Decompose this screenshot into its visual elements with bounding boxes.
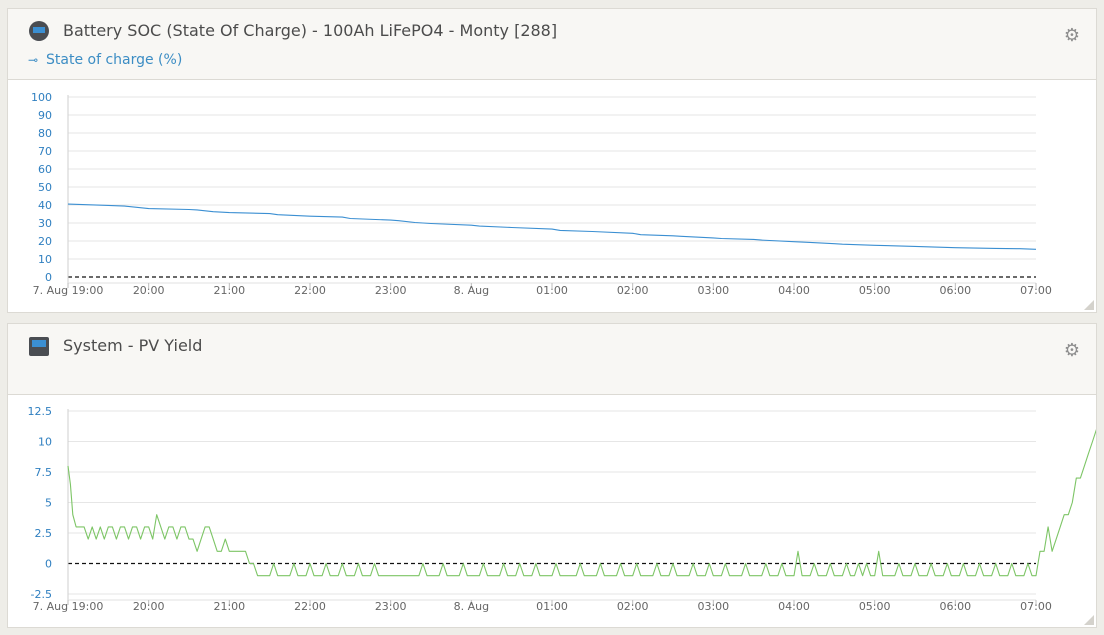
battery-monitor-icon xyxy=(29,21,49,41)
pv-yield-widget: System - PV Yield ⚙ 12.5 10 7.5 5 2.5 0 -2.5 7.… xyxy=(7,323,1097,628)
x-tick-label: 02:00 xyxy=(617,284,649,297)
x-tick-label: 7. Aug 19:00 xyxy=(33,600,104,613)
x-tick-label: 05:00 xyxy=(859,600,891,613)
x-tick-label: 07:00 xyxy=(1020,284,1052,297)
pv-yield-chart: 12.5 10 7.5 5 2.5 0 -2.57. Aug 19:00 20:00 21:00… xyxy=(28,405,1096,613)
x-tick-label: 06:00 xyxy=(939,284,971,297)
gear-icon[interactable]: ⚙ xyxy=(1063,340,1080,361)
y-tick-label: 10 xyxy=(38,436,52,449)
x-tick-label: 02:00 xyxy=(617,600,649,613)
resize-handle[interactable] xyxy=(1084,615,1094,625)
x-tick-label: 8. Aug xyxy=(454,284,489,297)
y-tick-label: 100 xyxy=(31,91,52,104)
y-tick-label: 10 xyxy=(38,253,52,266)
y-tick-label: 0 xyxy=(45,558,52,571)
gear-icon[interactable]: ⚙ xyxy=(1063,25,1080,46)
x-tick-label: 03:00 xyxy=(697,600,729,613)
x-tick-label: 21:00 xyxy=(213,284,245,297)
widget-header: Battery SOC (State Of Charge) - 100Ah Li… xyxy=(8,9,1096,80)
y-tick-label: 80 xyxy=(38,127,52,140)
x-tick-label: 22:00 xyxy=(294,600,326,613)
x-tick-label: 03:00 xyxy=(697,284,729,297)
widget-title: System - PV Yield xyxy=(63,336,203,355)
y-tick-label: 0 xyxy=(45,271,52,284)
y-tick-label: 7.5 xyxy=(35,466,53,479)
legend-item-state-of-charge[interactable]: ⊸ State of charge (%) xyxy=(28,52,182,68)
y-tick-label: 30 xyxy=(38,217,52,230)
series-line-state-of-charge xyxy=(67,203,1037,250)
x-tick-label: 20:00 xyxy=(133,600,165,613)
x-tick-label: 7. Aug 19:00 xyxy=(33,284,104,297)
x-tick-label: 05:00 xyxy=(859,284,891,297)
line-symbol-icon: ⊸ xyxy=(28,53,39,67)
battery-soc-widget: Battery SOC (State Of Charge) - 100Ah Li… xyxy=(7,8,1097,313)
y-tick-label: 12.5 xyxy=(28,405,53,418)
y-tick-label: 90 xyxy=(38,109,52,122)
y-tick-label: 5 xyxy=(45,497,52,510)
x-tick-label: 20:00 xyxy=(133,284,165,297)
x-tick-label: 01:00 xyxy=(536,600,568,613)
x-tick-label: 07:00 xyxy=(1020,600,1052,613)
y-tick-label: 70 xyxy=(38,145,52,158)
widget-title: Battery SOC (State Of Charge) - 100Ah Li… xyxy=(63,21,558,40)
y-tick-label: 2.5 xyxy=(35,527,53,540)
y-tick-label: -2.5 xyxy=(31,588,52,601)
y-tick-label: 40 xyxy=(38,199,52,212)
x-tick-label: 23:00 xyxy=(375,600,407,613)
x-tick-label: 06:00 xyxy=(939,600,971,613)
widget-header: System - PV Yield ⚙ xyxy=(8,324,1096,395)
y-tick-label: 60 xyxy=(38,163,52,176)
resize-handle[interactable] xyxy=(1084,300,1094,310)
x-tick-label: 8. Aug xyxy=(454,600,489,613)
legend-label: State of charge (%) xyxy=(46,52,183,68)
x-tick-label: 04:00 xyxy=(778,600,810,613)
series-line-pv-yield xyxy=(67,429,1096,577)
y-tick-label: 20 xyxy=(38,235,52,248)
x-tick-label: 22:00 xyxy=(294,284,326,297)
y-tick-label: 50 xyxy=(38,181,52,194)
system-overview-icon xyxy=(29,337,49,356)
x-tick-label: 01:00 xyxy=(536,284,568,297)
x-tick-label: 04:00 xyxy=(778,284,810,297)
x-tick-label: 21:00 xyxy=(213,600,245,613)
x-tick-label: 23:00 xyxy=(375,284,407,297)
